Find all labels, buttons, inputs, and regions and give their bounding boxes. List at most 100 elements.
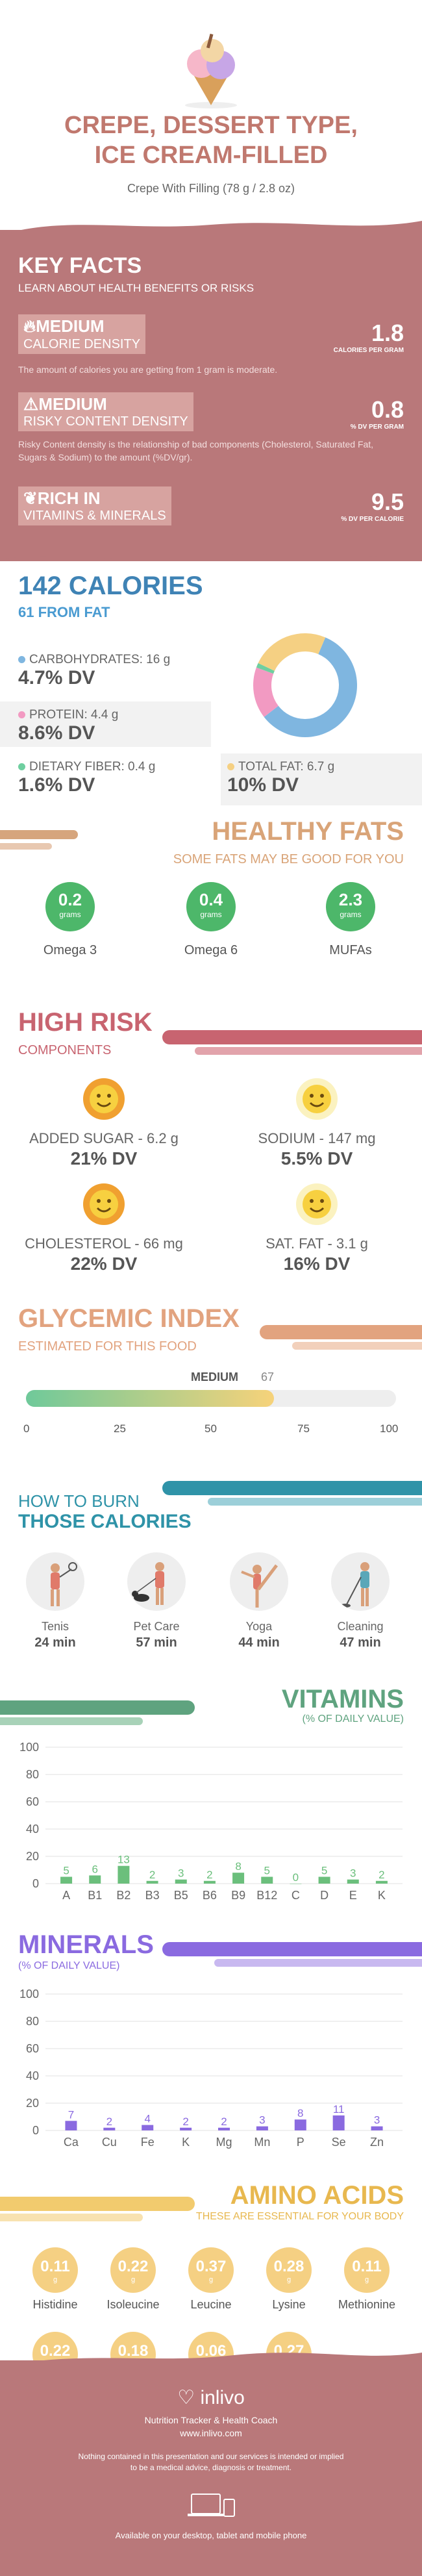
- vitamins-bar-B12: [261, 1876, 273, 1884]
- minerals-value-label: 11: [333, 2103, 345, 2115]
- amino-value: 0.22: [40, 2342, 71, 2360]
- heart-icon: ♡: [177, 2387, 195, 2408]
- footer-tagline: Nutrition Tracker & Health Coach: [144, 2415, 278, 2425]
- minerals-ytick: 80: [26, 2015, 39, 2028]
- rich-in-value: 9.5: [371, 488, 404, 515]
- minerals-value-label: 2: [221, 2115, 227, 2128]
- amino-label-histidine: Histidine: [32, 2298, 78, 2311]
- cleaning-minutes: 47 min: [340, 1635, 381, 1650]
- minerals-subtitle: (% OF DAILY VALUE): [18, 1960, 120, 1971]
- vitamins-value-label: 8: [235, 1860, 241, 1873]
- minerals-bar-Mn: [256, 2126, 268, 2130]
- minerals-value-label: 2: [182, 2115, 188, 2128]
- minerals-value-label: 2: [106, 2115, 112, 2128]
- minerals-ytick: 100: [19, 1988, 39, 2001]
- vitamins-bar-B6: [203, 1880, 216, 1884]
- amino-label-isoleucine: Isoleucine: [106, 2298, 160, 2311]
- amino-unit: g: [130, 2276, 136, 2284]
- calories-from-fat: 61 FROM FAT: [18, 604, 110, 620]
- calorie-density-desc: The amount of calories you are getting f…: [18, 364, 278, 375]
- minerals-bar-chart: 0 20 40 60 80 100 7 Ca 2 Cu 4 Fe 2 K 2 Mg 3 Mn 8 P 11 Se 3 Zn: [19, 1988, 403, 2149]
- amino-circle-histidine: 0.11 g: [32, 2247, 78, 2293]
- vitamins-category-label: B9: [231, 1889, 245, 1902]
- vitamins-bar-B2: [118, 1865, 130, 1884]
- vitamins-value-label: 2: [149, 1869, 155, 1881]
- sodium-dv: 5.5% DV: [280, 1148, 353, 1168]
- minerals-bar-K: [180, 2127, 192, 2130]
- amino-value: 0.28: [273, 2258, 304, 2275]
- minerals-value-label: 7: [68, 2108, 74, 2121]
- vitamins-ytick: 40: [26, 1823, 39, 1836]
- vitamins-category-label: B5: [174, 1889, 188, 1902]
- minerals-value-label: 8: [297, 2107, 303, 2119]
- minerals-bar-Ca: [65, 2121, 77, 2130]
- sat-fat-label: SAT. FAT - 3.1 g: [266, 1235, 368, 1252]
- footer-available: Available on your desktop, tablet and mo…: [115, 2531, 307, 2540]
- minerals-category-label: Fe: [141, 2136, 155, 2149]
- ice-cream-illustration: [172, 32, 250, 110]
- rich-in-label: ❦RICH IN VITAMINS & MINERALS: [18, 486, 171, 525]
- sat-fat-dv: 16% DV: [283, 1254, 351, 1274]
- vitamins-value-label: 5: [63, 1865, 69, 1877]
- yoga-minutes: 44 min: [238, 1635, 280, 1650]
- protein-row: PROTEIN: 4.4 g 8.6% DV: [18, 708, 119, 744]
- vitamins-value-label: 5: [321, 1865, 327, 1877]
- high-risk-subtitle: COMPONENTS: [18, 1043, 112, 1057]
- minerals-title: MINERALS: [18, 1930, 154, 1959]
- vitamins-bar-B1: [89, 1875, 101, 1884]
- fat-dot: [227, 763, 234, 770]
- healthy-fats-subtitle: SOME FATS MAY BE GOOD FOR YOU: [173, 852, 404, 866]
- vitamins-value-label: 13: [118, 1854, 130, 1866]
- minerals-bar-Fe: [142, 2125, 154, 2130]
- minerals-value-label: 3: [374, 2114, 380, 2127]
- amino-value: 0.11: [352, 2258, 382, 2275]
- glycemic-fill-bar: [26, 1390, 274, 1407]
- minerals-value-label: 4: [144, 2113, 150, 2125]
- vitamins-bar-chart: 0 20 40 60 80 100 5 A 6 B1 13 B2 2 B3 3 B5 2 B6 8 B9 5 B12 0 C 5…: [19, 1741, 403, 1902]
- omega6-circle: 0.4 grams: [186, 882, 236, 931]
- calorie-density-unit: CALORIES PER GRAM: [333, 347, 404, 354]
- vitamins-title: VITAMINS: [281, 1685, 404, 1713]
- vitamins-category-label: B12: [256, 1889, 277, 1902]
- vitamins-value-label: 6: [92, 1863, 98, 1875]
- key-facts-title: KEY FACTS: [18, 253, 142, 278]
- cleaning-icon: [331, 1552, 390, 1611]
- amino-circle-isoleucine: 0.22 g: [110, 2247, 156, 2293]
- minerals-bar-Zn: [371, 2126, 383, 2130]
- amino-label-leucine: Leucine: [190, 2298, 232, 2311]
- amino-title: AMINO ACIDS: [230, 2181, 404, 2210]
- vitamins-ytick: 60: [26, 1795, 39, 1808]
- minerals-ytick: 60: [26, 2042, 39, 2055]
- vitamins-bar-A: [60, 1876, 73, 1884]
- minerals-ytick: 40: [26, 2069, 39, 2082]
- footer-url[interactable]: www.inlivo.com: [180, 2428, 242, 2438]
- omega6-label: Omega 6: [184, 943, 238, 957]
- vitamins-bar-B3: [146, 1880, 158, 1884]
- minerals-bar-P: [294, 2119, 306, 2130]
- vitamins-ytick: 100: [19, 1741, 39, 1754]
- glycemic-value: 67: [261, 1370, 275, 1383]
- calorie-density-label: 🔥︎MEDIUM CALORIE DENSITY: [18, 314, 146, 354]
- macros-donut-chart: [253, 633, 357, 737]
- vitamins-value-label: 3: [350, 1867, 356, 1880]
- amino-value: 0.11: [40, 2258, 70, 2275]
- minerals-category-label: Zn: [370, 2136, 384, 2149]
- vitamins-bar-K: [375, 1880, 388, 1884]
- minerals-category-label: K: [182, 2136, 190, 2149]
- burn-title-line1: HOW TO BURN: [18, 1491, 140, 1511]
- fire-icon: 🔥︎: [23, 316, 36, 336]
- vitamins-category-label: D: [320, 1889, 329, 1902]
- vitamins-category-label: E: [349, 1889, 357, 1902]
- minerals-bar-Se: [332, 2115, 345, 2130]
- vitamins-category-label: B6: [203, 1889, 217, 1902]
- sodium-face-icon: [296, 1078, 338, 1120]
- minerals-category-label: P: [297, 2136, 304, 2149]
- gi-tick-75: 75: [297, 1422, 310, 1435]
- serving-size: Crepe With Filling (78 g / 2.8 oz): [127, 182, 295, 195]
- inlivo-logo: ♡ inlivo: [177, 2387, 245, 2408]
- sodium-label: SODIUM - 147 mg: [258, 1130, 376, 1146]
- fat-row: TOTAL FAT: 6.7 g 10% DV: [227, 760, 335, 796]
- minerals-value-label: 3: [259, 2114, 265, 2127]
- fiber-row: DIETARY FIBER: 0.4 g 1.6% DV: [18, 760, 156, 796]
- calorie-density-value: 1.8: [371, 320, 404, 346]
